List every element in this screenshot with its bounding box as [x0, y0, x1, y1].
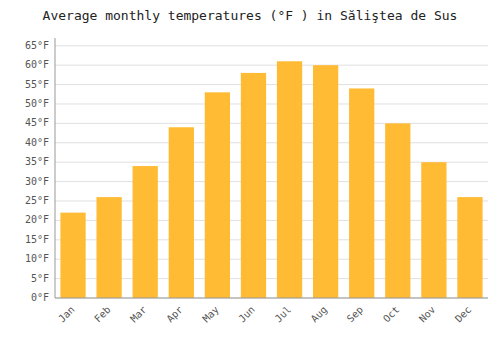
y-tick-label: 60°F [25, 59, 49, 70]
x-tick-label: Aug [309, 304, 330, 325]
bar [385, 123, 410, 298]
y-tick-label: 25°F [25, 195, 49, 206]
y-tick-label: 0°F [31, 292, 49, 303]
title: Average monthly temperatures (°F ) in Să… [43, 8, 458, 23]
bar [349, 88, 374, 298]
bar [277, 61, 302, 298]
x-axis-line [55, 298, 488, 299]
x-tick-label: Jun [236, 304, 257, 325]
y-tick-label: 40°F [25, 137, 49, 148]
x-tick-label: Dec [453, 304, 474, 325]
y-tick-label: 10°F [25, 253, 49, 264]
x-tick-label: Mar [128, 304, 149, 325]
grid-line [55, 65, 488, 66]
y-tick-label: 50°F [25, 98, 49, 109]
x-tick-label: Jul [273, 304, 294, 325]
bar [313, 65, 338, 298]
bar [457, 197, 482, 298]
bar [133, 166, 158, 298]
y-axis: 0°F 5°F 10°F 15°F 20°F 25°F 30°F 35°F 40°F 45°F 50… [25, 38, 55, 303]
y-tick-label: 30°F [25, 176, 49, 187]
y-tick-label: 15°F [25, 234, 49, 245]
bar [241, 73, 266, 298]
bars [60, 61, 482, 298]
chart: 0°F 5°F 10°F 15°F 20°F 25°F 30°F 35°F 40°F 45°F 50… [0, 0, 500, 350]
bar [421, 162, 446, 298]
x-tick-label: Oct [381, 304, 402, 325]
bar [96, 197, 121, 298]
y-tick-label: 55°F [25, 79, 49, 90]
x-tick-label: Nov [417, 304, 438, 325]
y-tick-label: 65°F [25, 40, 49, 51]
x-tick-label: Sep [345, 304, 366, 325]
y-tick-label: 20°F [25, 214, 49, 225]
bar [169, 127, 194, 298]
y-tick-label: 45°F [25, 117, 49, 128]
x-axis: Jan Feb Mar Apr May Jun Jul Aug Sep Oct Nov Dec [55, 298, 488, 324]
x-tick-label: May [200, 304, 221, 325]
page: {"chart_data": {"type": "bar", "title": … [0, 0, 500, 350]
grid-line [55, 123, 488, 124]
grid [55, 46, 488, 298]
bar [205, 92, 230, 298]
chart-container: 0°F 5°F 10°F 15°F 20°F 25°F 30°F 35°F 40°F 45°F 50… [0, 0, 500, 350]
x-tick-label: Jan [56, 304, 77, 325]
grid-line [55, 142, 488, 143]
y-tick-label: 5°F [31, 273, 49, 284]
grid-line [55, 298, 488, 299]
bar [60, 213, 85, 298]
x-tick-label: Feb [92, 304, 113, 325]
x-tick-label: Apr [164, 304, 185, 325]
grid-line [55, 103, 488, 104]
grid-line [55, 84, 488, 85]
y-axis-line [55, 38, 56, 298]
y-tick-label: 35°F [25, 156, 49, 167]
grid-line [55, 45, 488, 46]
